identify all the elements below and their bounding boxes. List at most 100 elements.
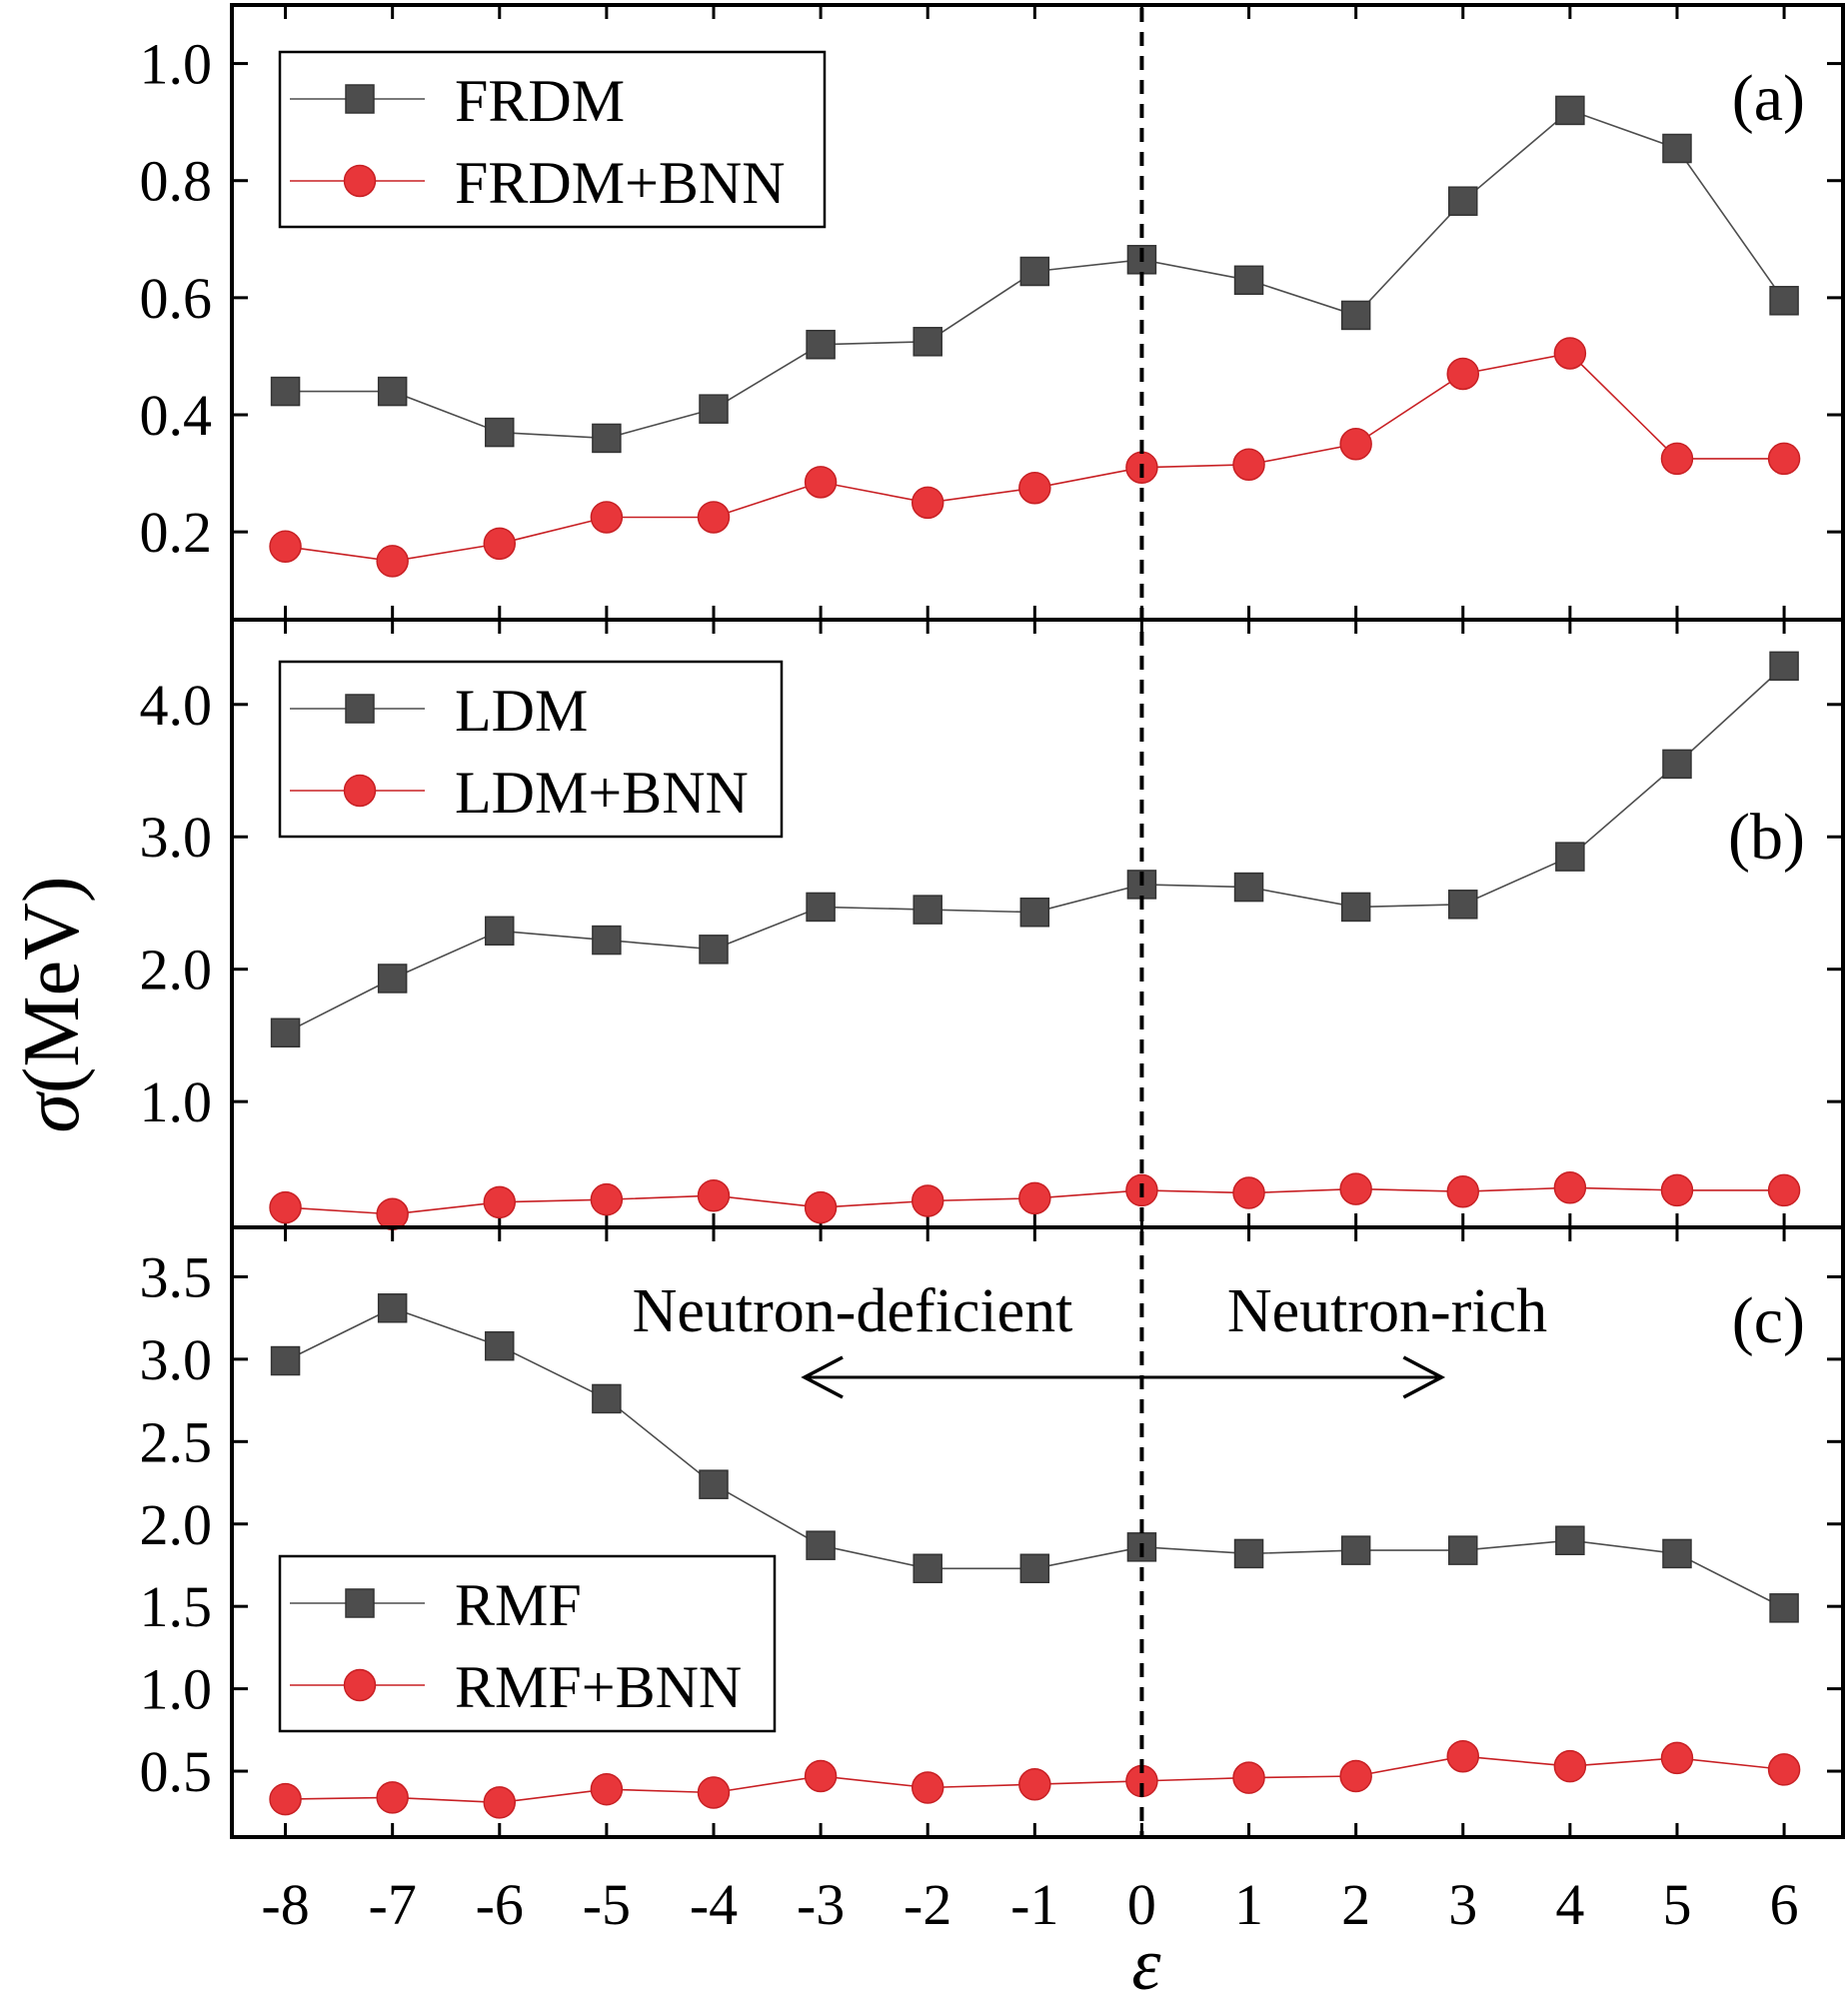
x-tick-label: 0 [1127, 1872, 1156, 1937]
y-tick-label: 0.4 [140, 383, 213, 448]
y-tick-label: 0.6 [140, 266, 213, 331]
data-point [1340, 1535, 1371, 1565]
legend-entry: RMF [455, 1572, 582, 1638]
y-label-unit: (MeV) [8, 876, 96, 1093]
data-point [1232, 1176, 1265, 1209]
data-point [1448, 1535, 1478, 1565]
data-point [1555, 95, 1585, 126]
data-point [806, 329, 836, 360]
legend-entry: LDM+BNN [455, 760, 749, 826]
y-tick-label: 1.0 [140, 32, 213, 97]
data-point [377, 376, 408, 407]
data-point [1448, 890, 1478, 920]
data-point [699, 394, 729, 424]
x-tick-label: 1 [1234, 1872, 1263, 1937]
data-point [697, 1776, 731, 1809]
legend-entry: RMF+BNN [455, 1654, 742, 1720]
y-tick-label: 1.0 [140, 1657, 213, 1722]
data-point [806, 892, 836, 923]
data-point [483, 527, 517, 561]
x-tick-label: 3 [1448, 1872, 1477, 1937]
x-tick-label: -5 [583, 1872, 631, 1937]
x-axis-label: ε [1131, 1924, 1161, 1995]
legend-marker [345, 1588, 375, 1618]
data-point [1553, 1749, 1587, 1783]
legend-marker [343, 164, 377, 198]
data-point [1662, 749, 1692, 780]
legend-box [278, 660, 784, 839]
data-point [699, 1469, 729, 1499]
legend-box [278, 1554, 777, 1733]
data-point [804, 1759, 838, 1793]
series-line-frdm-bnn [285, 352, 1785, 563]
data-point [377, 964, 408, 994]
data-point [1767, 1753, 1801, 1786]
data-point [1019, 897, 1050, 928]
panel-frame [230, 1225, 1845, 1839]
data-point [485, 1330, 515, 1361]
x-tick-label: -2 [904, 1872, 951, 1937]
panel-c: 0.5 1.0 1.5 2.0 2.5 3.0 3.5 (c) RMF RMF+BNN [140, 1225, 1845, 1839]
neutron-rich-label: Neutron-rich [1227, 1277, 1547, 1345]
data-point [1660, 1173, 1694, 1207]
data-point [699, 935, 729, 965]
data-point [483, 1786, 517, 1819]
data-point [483, 1185, 517, 1219]
data-point [376, 545, 409, 578]
y-tick-label: 0.2 [140, 500, 213, 565]
arrow-head-right [1402, 1355, 1446, 1399]
x-tick-label: 2 [1341, 1872, 1370, 1937]
data-point [804, 466, 838, 499]
data-point [377, 1293, 408, 1323]
y-tick-label: 2.0 [140, 938, 213, 1002]
panel-a: 0.2 0.4 0.6 0.8 1.0 (a) FRDM FRDM+BNN [140, 3, 1845, 622]
neutron-deficient-label: Neutron-deficient [633, 1277, 1073, 1345]
data-point [1019, 256, 1050, 287]
x-tick-label: -4 [690, 1872, 738, 1937]
series-points-rmf [270, 1293, 1799, 1623]
data-point [1660, 1741, 1694, 1775]
data-point [1340, 300, 1371, 331]
y-label-symbol: σ [8, 1091, 96, 1133]
y-tick-label: 1.0 [140, 1069, 213, 1134]
data-point [376, 1197, 409, 1231]
data-point [1339, 1172, 1372, 1205]
y-tick-label: 0.8 [140, 149, 213, 214]
y-tick-label: 3.5 [140, 1244, 213, 1309]
x-tick-label: 5 [1662, 1872, 1691, 1937]
data-point [1767, 1173, 1801, 1207]
data-point [1660, 442, 1694, 476]
data-point [1553, 1171, 1587, 1204]
data-point [592, 1383, 622, 1414]
legend-marker [343, 1668, 377, 1702]
data-point [911, 1771, 944, 1804]
panel-label: (b) [1728, 801, 1805, 874]
y-axis-label: σ(MeV) [8, 876, 96, 1132]
panel-label: (c) [1732, 1284, 1805, 1357]
data-point [806, 1530, 836, 1560]
data-point [913, 895, 942, 925]
x-tick-label: -1 [1010, 1872, 1058, 1937]
x-tick-label: -6 [476, 1872, 524, 1937]
legend: RMF RMF+BNN [278, 1554, 777, 1733]
x-tick-label: -3 [797, 1872, 845, 1937]
data-point [1769, 286, 1799, 316]
data-point [1555, 842, 1585, 872]
data-point [1233, 1538, 1264, 1569]
legend-marker [345, 84, 375, 114]
x-tick-label: 6 [1770, 1872, 1799, 1937]
y-tick-label: 3.0 [140, 805, 213, 870]
data-point [1446, 357, 1480, 391]
y-tick-label: 0.5 [140, 1739, 213, 1804]
data-point [911, 486, 944, 520]
data-point [376, 1781, 409, 1814]
data-point [1018, 1767, 1051, 1801]
series-points-rmf-bnn [269, 1739, 1801, 1819]
y-tick-label: 1.5 [140, 1574, 213, 1639]
data-point [592, 423, 622, 454]
legend-marker [343, 774, 377, 808]
data-point [1448, 186, 1478, 216]
legend: LDM LDM+BNN [278, 660, 784, 839]
data-point [804, 1190, 838, 1224]
